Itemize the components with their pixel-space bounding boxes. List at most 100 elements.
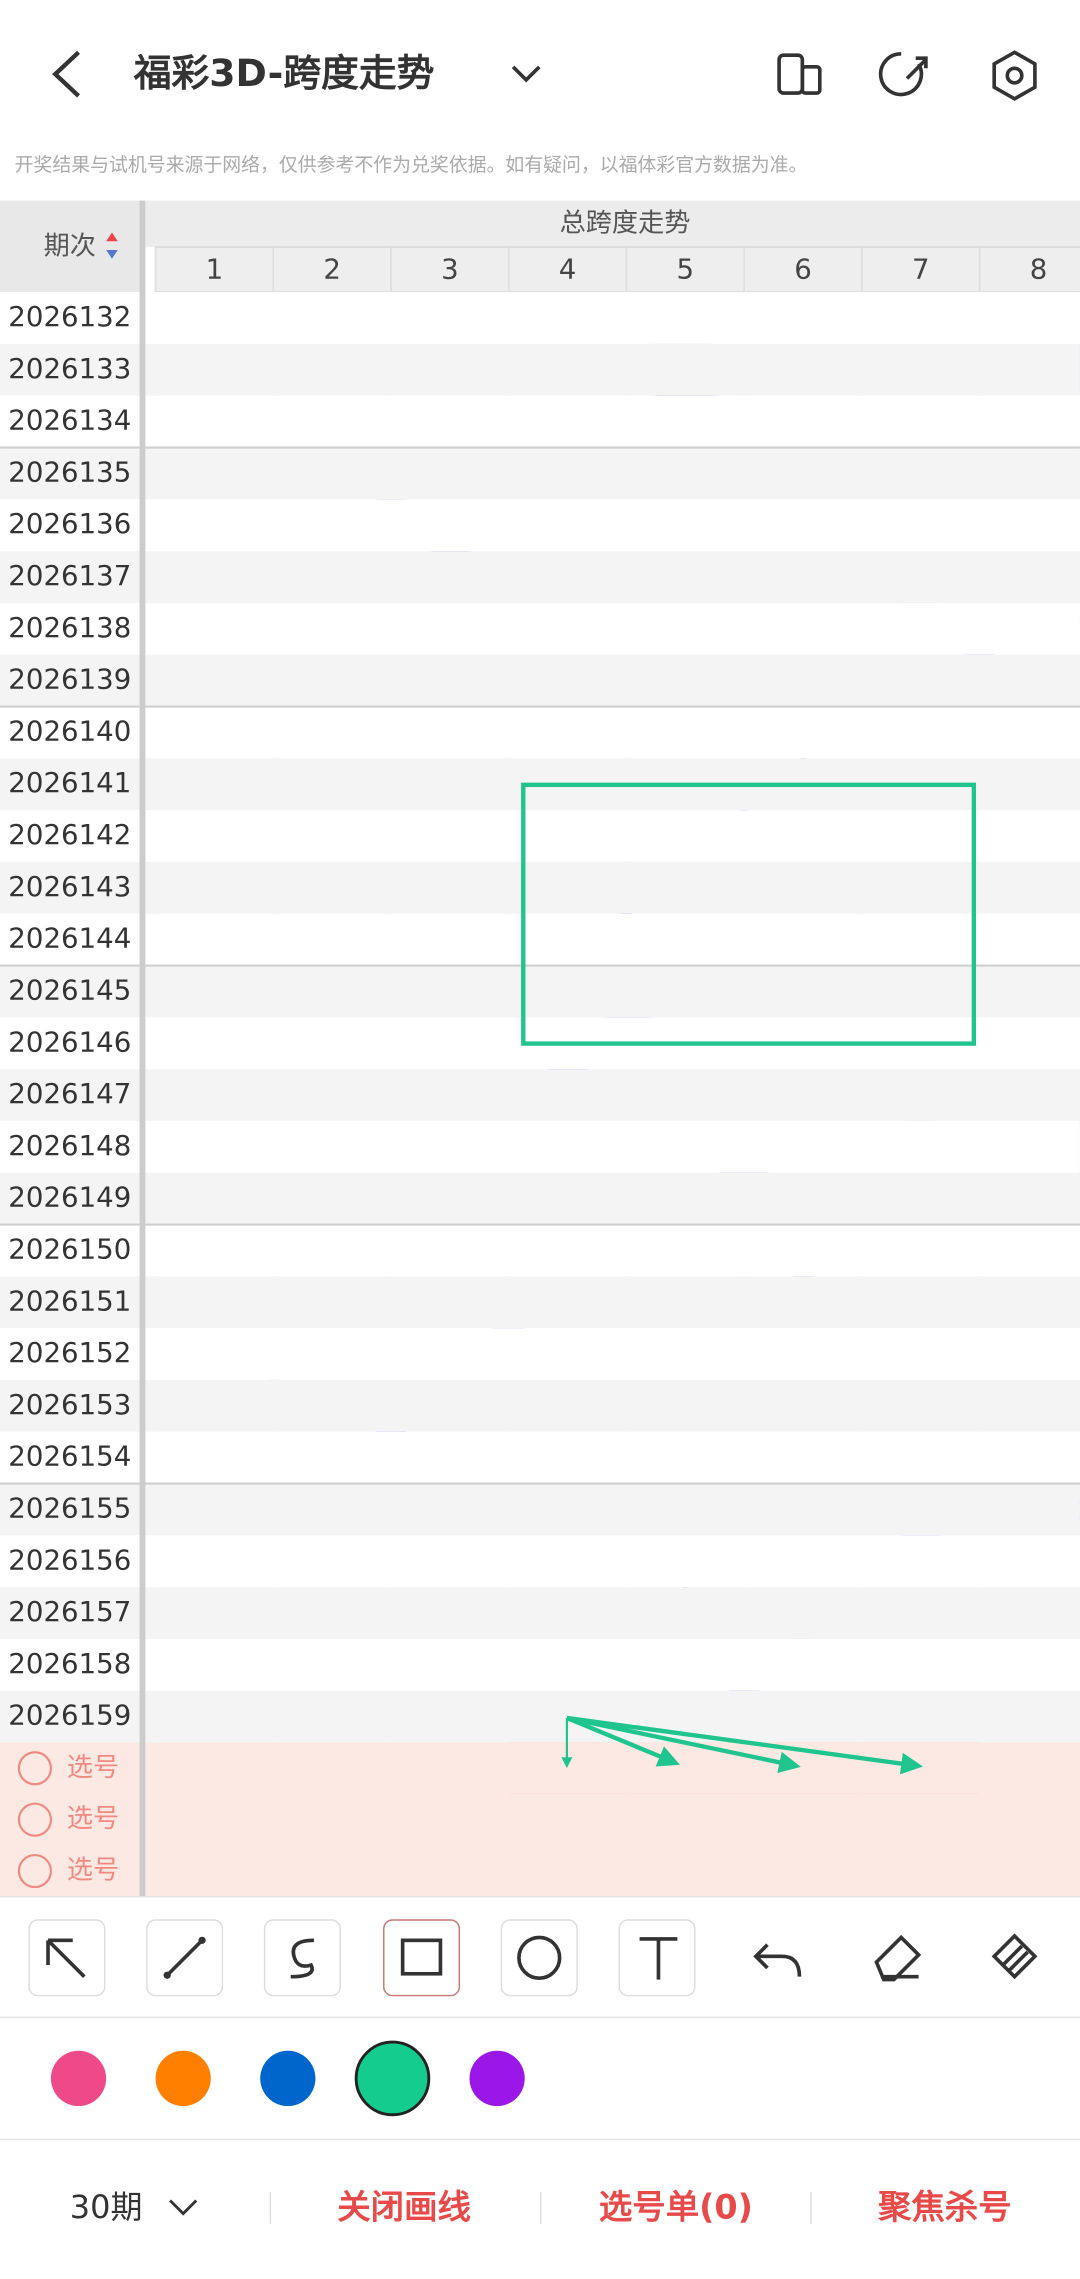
layout-icon[interactable] [777, 53, 822, 95]
row-background [0, 1328, 1080, 1380]
period: 2026156 [8, 1543, 131, 1576]
period: 2026143 [8, 870, 131, 903]
period-dropdown[interactable] [169, 2199, 198, 2216]
row-background [0, 1535, 1080, 1588]
pick-checkbox[interactable] [17, 1853, 53, 1889]
period: 2026139 [8, 663, 131, 696]
period: 2026159 [8, 1699, 131, 1732]
column-header-label: 5 [677, 252, 695, 285]
color-swatch[interactable] [469, 2050, 525, 2107]
period: 2026133 [8, 352, 131, 385]
period-header [0, 200, 142, 293]
period: 2026142 [8, 818, 131, 851]
period: 2026155 [8, 1491, 131, 1524]
tool-circle[interactable] [500, 1919, 578, 1997]
row-background [0, 1276, 1080, 1329]
period: 2026154 [8, 1440, 131, 1473]
settings-icon[interactable] [992, 50, 1037, 101]
period: 2026148 [8, 1129, 131, 1162]
period-separator [139, 200, 146, 1897]
column-header-label: 8 [1030, 252, 1048, 285]
tool-line[interactable] [146, 1919, 224, 1997]
period: 2026134 [8, 404, 131, 437]
row-background [0, 1483, 1080, 1536]
pick-row-background [0, 1793, 1080, 1846]
period-header-label: 期次 [44, 232, 96, 262]
share-icon[interactable] [878, 51, 928, 97]
row-background [0, 1120, 1080, 1173]
period: 2026144 [8, 922, 131, 955]
back-button[interactable] [52, 50, 81, 98]
row-background [0, 1587, 1080, 1639]
row-background [0, 292, 1080, 344]
color-swatch[interactable] [260, 2050, 316, 2107]
tool-text[interactable] [618, 1919, 696, 1997]
row-background [0, 1069, 1080, 1121]
group-header-label: 总跨度走势 [560, 208, 691, 238]
pick-label: 选号 [67, 1856, 119, 1886]
period-selector[interactable]: 30期 [70, 2188, 143, 2226]
row-background [0, 861, 1080, 914]
notice: 开奖结果与试机号来源于网络，仅供参考不作为兑奖依据。如有疑问，以福体彩官方数据为… [15, 154, 808, 176]
focus-kill[interactable]: 聚焦杀号 [877, 2188, 1012, 2227]
column-header-label: 3 [441, 252, 459, 285]
period: 2026146 [8, 1025, 131, 1058]
row-background [0, 706, 1080, 759]
period: 2026147 [8, 1077, 131, 1110]
row-background [0, 1690, 1080, 1743]
period: 2026149 [8, 1181, 131, 1214]
color-palette [50, 2040, 525, 2117]
period: 2026151 [8, 1284, 131, 1317]
tool-arrow[interactable] [28, 1919, 106, 1997]
column-header [978, 246, 1080, 293]
period: 2026138 [8, 611, 131, 644]
period: 2026137 [8, 559, 131, 592]
tool-rectangle[interactable] [383, 1919, 461, 1997]
period: 2026158 [8, 1647, 131, 1680]
row-background [0, 654, 1080, 707]
close-drawing[interactable]: 关闭画线 [337, 2188, 471, 2227]
column-header [743, 246, 863, 293]
row-background [0, 810, 1080, 862]
pick-label: 选号 [67, 1804, 119, 1834]
row-background [0, 1638, 1080, 1691]
tool-undo[interactable] [753, 1943, 802, 1977]
column-header-label: 2 [323, 252, 341, 285]
title-dropdown[interactable] [511, 65, 541, 83]
tool-curve[interactable] [263, 1919, 341, 1997]
period: 2026157 [8, 1595, 131, 1628]
page-title: 福彩3D-跨度走势 [133, 51, 435, 95]
row-background [0, 965, 1080, 1018]
column-header-label: 6 [794, 252, 812, 285]
trend-table: 总跨度走势12345678423121158514231268625341371… [0, 200, 1080, 1897]
color-swatch[interactable] [155, 2050, 211, 2107]
pick-row-background [0, 1742, 1080, 1794]
row-background [0, 602, 1080, 655]
sort-down [106, 249, 118, 259]
row-background [0, 1224, 1080, 1277]
color-swatch[interactable] [354, 2040, 431, 2117]
pick-checkbox[interactable] [17, 1802, 53, 1837]
tool-eraser[interactable] [874, 1934, 922, 1982]
color-swatch[interactable] [50, 2050, 107, 2107]
row-background [0, 551, 1080, 603]
period: 2026136 [8, 507, 131, 540]
period: 2026135 [8, 455, 131, 488]
period: 2026152 [8, 1336, 131, 1369]
tool-clear[interactable] [991, 1933, 1038, 1980]
pick-list[interactable]: 选号单(0) [599, 2188, 753, 2227]
period: 2026150 [8, 1232, 131, 1265]
drawn-rectangle [521, 782, 977, 1046]
period: 2026132 [8, 300, 131, 333]
sort-up [106, 232, 118, 242]
row-background [0, 395, 1080, 448]
group-header [145, 200, 1080, 248]
row-background [0, 499, 1080, 552]
period: 2026140 [8, 714, 131, 747]
row-background [0, 1431, 1080, 1484]
period: 2026141 [8, 766, 131, 799]
column-header-label: 7 [912, 252, 930, 285]
pick-checkbox[interactable] [17, 1751, 53, 1786]
column-header [508, 246, 628, 293]
